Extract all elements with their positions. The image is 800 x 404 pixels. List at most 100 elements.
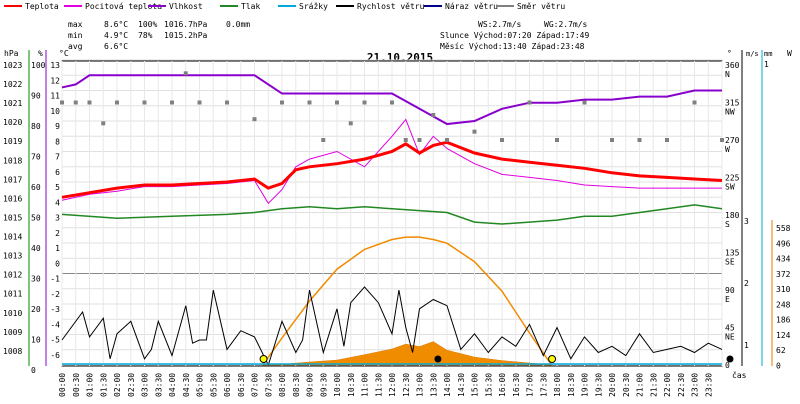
- x-tick: 07:30: [264, 373, 273, 397]
- temp-tick: 8: [55, 137, 60, 146]
- x-tick: 08:00: [278, 373, 287, 397]
- wind-dir-point-1: [73, 100, 78, 105]
- legend-label-5: Rychlost větru: [357, 2, 425, 11]
- hpa-tick: 1018: [3, 156, 22, 165]
- pct-tick: 50: [31, 214, 41, 223]
- x-tick: 05:30: [209, 373, 218, 397]
- stats-min-press: 1015.2hPa: [164, 31, 208, 40]
- x-tick: 16:30: [512, 373, 521, 397]
- x-tick: 20:30: [622, 373, 631, 397]
- dir-compass: SE: [725, 258, 735, 267]
- x-tick: 06:30: [237, 373, 246, 397]
- hpa-tick: 1014: [3, 233, 22, 242]
- x-tick: 22:30: [677, 373, 686, 397]
- legend-label-4: Srážky: [299, 2, 328, 11]
- wind-dir-point-2: [87, 100, 92, 105]
- pct-tick: 80: [31, 122, 41, 131]
- stats-max-rain: 0.0mm: [226, 20, 250, 29]
- x-tick: 04:30: [182, 373, 191, 397]
- wind-dir-point-17: [390, 100, 394, 105]
- wind-dir-point-12: [307, 100, 312, 105]
- unit-wm2: W: [787, 49, 792, 58]
- x-tick: 15:00: [471, 373, 480, 397]
- temp-tick: 10: [50, 107, 60, 116]
- hpa-tick: 1012: [3, 271, 22, 280]
- x-tick: 01:00: [86, 373, 95, 397]
- dir-compass: E: [725, 295, 730, 304]
- x-tick: 16:00: [498, 373, 507, 397]
- temp-tick: 0: [55, 259, 60, 268]
- x-tick: 22:00: [663, 373, 672, 397]
- wind-dir-point-29: [665, 138, 669, 142]
- temp-tick: -3: [50, 305, 60, 314]
- temp-tick: 6: [55, 168, 60, 177]
- hpa-tick: 1016: [3, 194, 22, 203]
- wind-dir-point-5: [142, 100, 147, 105]
- x-unit-label: čas: [732, 370, 747, 380]
- hpa-tick: 1019: [3, 137, 22, 146]
- hpa-tick: 1008: [3, 347, 22, 356]
- wind-dir-point-24: [527, 100, 532, 105]
- hpa-tick: 1017: [3, 175, 22, 184]
- stats-sun: Slunce Východ:07:20 Západ:17:49: [440, 31, 589, 40]
- wind-dir-point-13: [321, 138, 326, 142]
- x-tick: 09:30: [319, 373, 328, 397]
- pct-tick: 20: [31, 305, 41, 314]
- hpa-tick: 1022: [3, 80, 22, 89]
- legend-label-0: Teplota: [25, 2, 59, 11]
- x-tick: 13:00: [416, 373, 425, 397]
- x-tick: 23:00: [691, 373, 700, 397]
- wind-dir-point-19: [417, 138, 422, 142]
- stats-max-label: max: [68, 20, 83, 29]
- dir-tick: 225: [725, 174, 740, 183]
- x-tick: 06:00: [223, 373, 232, 397]
- wind-dir-point-14: [335, 100, 339, 105]
- wm2-tick: 372: [776, 270, 791, 279]
- dir-compass: N: [725, 70, 730, 79]
- moon-marker-end: [726, 355, 734, 363]
- wm2-tick: 0: [776, 361, 781, 370]
- wm2-tick: 434: [776, 255, 791, 264]
- x-tick: 14:00: [443, 373, 452, 397]
- stats-min-hum: 78%: [138, 31, 153, 40]
- wind-dir-point-4: [115, 100, 119, 105]
- legend-label-6: Náraz větru: [445, 2, 498, 11]
- wind-dir-point-11: [280, 100, 284, 105]
- unit-ms: m/s: [746, 50, 759, 58]
- wind-dir-point-15: [348, 121, 353, 126]
- wind-dir-point-27: [610, 138, 614, 142]
- x-tick: 08:30: [292, 373, 301, 397]
- dir-tick: 135: [725, 249, 740, 258]
- dir-compass: NE: [725, 333, 735, 342]
- x-tick: 04:00: [168, 373, 177, 397]
- x-tick: 11:30: [374, 373, 383, 397]
- x-tick: 07:00: [251, 373, 260, 397]
- dir-tick: 90: [725, 286, 735, 295]
- series-pressure: [61, 204, 723, 225]
- wind-dir-point-18: [403, 138, 408, 142]
- x-tick: 00:30: [72, 373, 81, 397]
- legend-label-1: Pocitová teplota: [85, 2, 162, 11]
- temp-tick: 2: [55, 229, 60, 238]
- temp-tick: 1: [55, 244, 60, 253]
- wm2-tick: 186: [776, 316, 791, 325]
- pct-tick: 0: [31, 366, 36, 375]
- hpa-tick: 1015: [3, 213, 22, 222]
- dir-tick: 0: [725, 361, 730, 370]
- x-tick: 00:00: [58, 373, 67, 397]
- x-tick: 23:30: [704, 373, 713, 397]
- ms-tick: 3: [744, 217, 749, 226]
- temp-tick: 13: [50, 61, 60, 70]
- pct-tick: 40: [31, 244, 41, 253]
- hpa-tick: 1010: [3, 309, 22, 318]
- wind-dir-point-9: [225, 100, 229, 105]
- x-tick: 03:00: [141, 373, 150, 397]
- stats-avg-label: avg: [68, 42, 83, 51]
- ms-tick: 2: [744, 279, 749, 288]
- pct-tick: 60: [31, 183, 41, 192]
- pct-tick: 70: [31, 153, 41, 162]
- hpa-tick: 1021: [3, 99, 22, 108]
- x-tick: 03:30: [154, 373, 163, 397]
- sun-marker-1: [548, 355, 557, 363]
- pct-tick: 30: [31, 275, 41, 284]
